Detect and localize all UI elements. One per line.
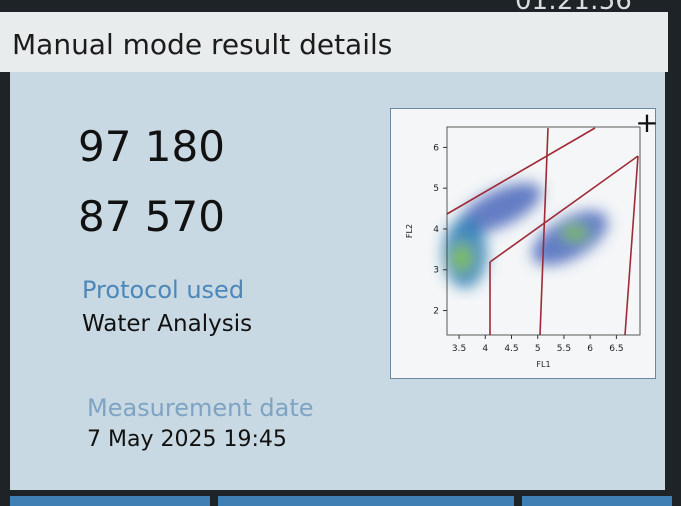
field-value: 7 May 2025 19:45 bbox=[87, 427, 287, 452]
result-value: 87 570 bbox=[78, 192, 225, 241]
x-tick-label: 6 bbox=[587, 344, 593, 354]
screen: 01:21:56 Manual mode result details 97 1… bbox=[0, 0, 681, 506]
x-tick-label: 4 bbox=[482, 344, 488, 354]
scatter-plot: + 3.5 4 4.5 5 5.5 6 6.5 2 3 4 5 6 FL1 FL2 bbox=[390, 108, 656, 379]
field-label: Measurement date bbox=[87, 394, 314, 422]
field-label: Protocol used bbox=[82, 276, 244, 304]
x-tick-label: 6.5 bbox=[609, 344, 623, 354]
tab-button[interactable] bbox=[218, 496, 514, 506]
plot-frame bbox=[391, 109, 656, 379]
page-title: Manual mode result details bbox=[12, 28, 392, 61]
x-tick-label: 4.5 bbox=[504, 344, 518, 354]
result-value: 97 180 bbox=[78, 122, 225, 171]
expand-icon[interactable]: + bbox=[635, 108, 656, 139]
x-tick-label: 5.5 bbox=[557, 344, 571, 354]
y-tick-label: 6 bbox=[433, 143, 439, 153]
y-tick-label: 5 bbox=[433, 184, 439, 194]
y-tick-label: 4 bbox=[433, 225, 439, 235]
field-value: Water Analysis bbox=[82, 311, 252, 337]
clock: 01:21:56 bbox=[515, 0, 632, 16]
tab-button[interactable] bbox=[10, 496, 210, 506]
x-tick-label: 3.5 bbox=[452, 344, 466, 354]
y-tick-label: 3 bbox=[433, 266, 439, 276]
x-tick-label: 5 bbox=[535, 344, 541, 354]
y-axis-label: FL2 bbox=[405, 224, 414, 238]
x-axis-label: FL1 bbox=[536, 360, 550, 369]
y-tick-label: 2 bbox=[433, 307, 439, 317]
tab-button[interactable] bbox=[522, 496, 672, 506]
